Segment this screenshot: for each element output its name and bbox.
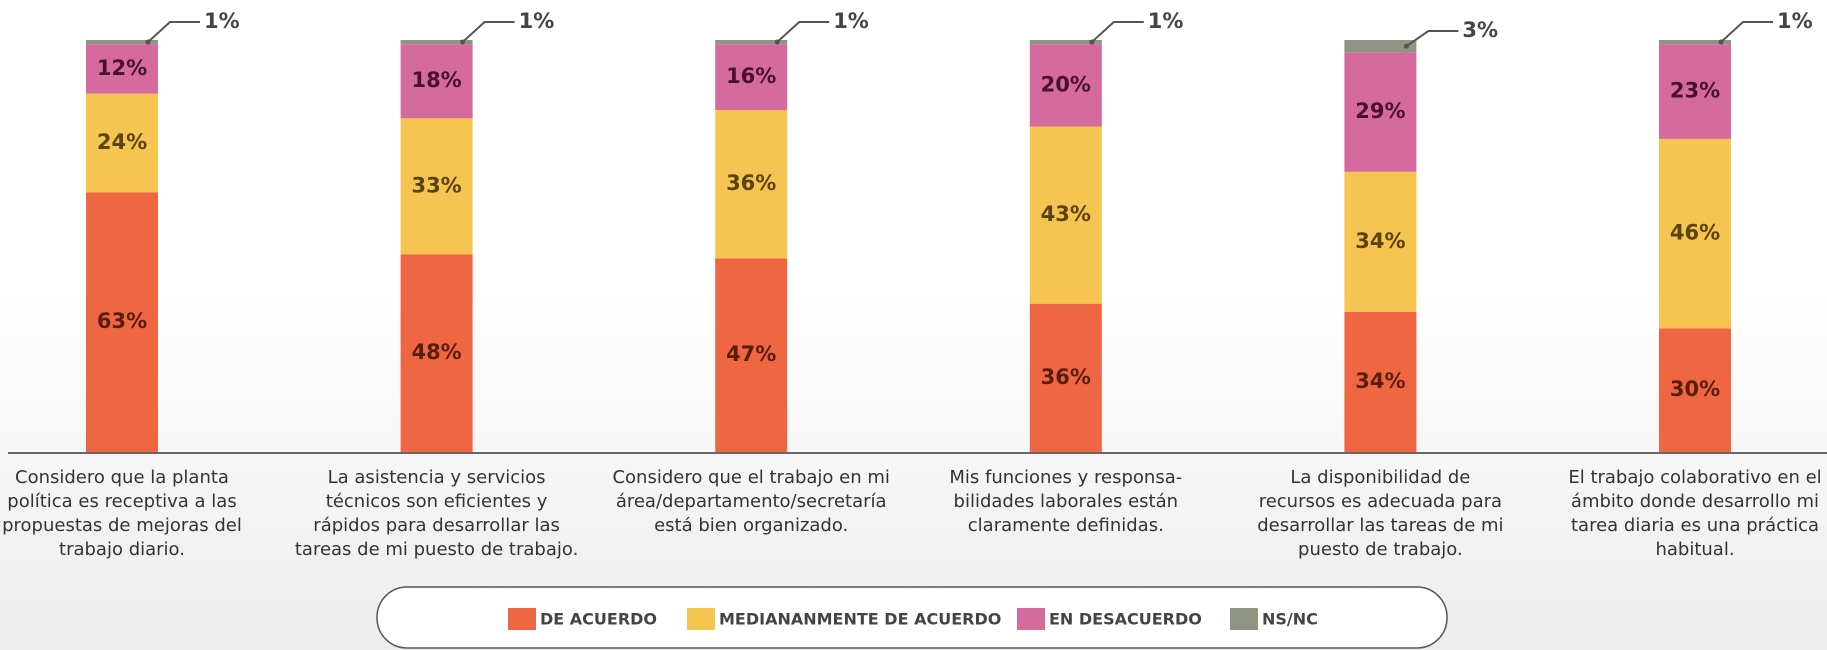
- data-label: 34%: [1355, 369, 1405, 393]
- legend-swatch: [1017, 608, 1045, 630]
- bar-segment: [86, 93, 158, 193]
- data-label: 23%: [1670, 79, 1720, 103]
- data-label: 33%: [411, 173, 461, 197]
- legend-frame: [376, 586, 1448, 649]
- leader-line: [1720, 21, 1773, 43]
- data-label: 34%: [1355, 229, 1405, 253]
- bar-segment: [715, 258, 788, 452]
- bar-segment: [1344, 171, 1417, 312]
- bar-segment: [1344, 311, 1417, 452]
- leader-line: [776, 21, 830, 43]
- bar-segment: [1659, 328, 1731, 452]
- bar-segment: [86, 44, 158, 94]
- data-label: 47%: [726, 342, 776, 366]
- data-label: 1%: [1148, 9, 1184, 33]
- bar-segment: [715, 44, 788, 111]
- category-label: La disponibilidad de recursos es adecuad…: [1257, 467, 1504, 560]
- bar-segment: [1344, 40, 1417, 53]
- category-label: La asistencia y servicios técnicos son e…: [294, 467, 579, 560]
- data-label: 3%: [1462, 18, 1498, 42]
- bar-segment: [715, 110, 788, 259]
- bar-segment: [1659, 44, 1731, 139]
- bar-segment: [400, 254, 473, 452]
- data-label: 63%: [97, 309, 147, 333]
- data-label: 29%: [1355, 99, 1405, 123]
- category-label: Mis funciones y responsa- bilidades labo…: [949, 467, 1183, 536]
- leader-line: [461, 21, 515, 43]
- data-label: 18%: [411, 68, 461, 92]
- data-label: 1%: [519, 9, 555, 33]
- leader-line: [147, 21, 200, 43]
- category-label: Considero que el trabajo en mi área/depa…: [612, 467, 890, 536]
- data-label: 1%: [1777, 9, 1813, 33]
- bar-segment: [86, 40, 158, 45]
- data-label: 20%: [1041, 72, 1091, 96]
- data-label: 16%: [726, 64, 776, 88]
- data-label: 30%: [1670, 377, 1720, 401]
- bar-segment: [1029, 44, 1102, 127]
- bar-segment: [1659, 40, 1731, 45]
- category-label: Considero que la planta política es rece…: [2, 467, 242, 560]
- data-label: 46%: [1670, 221, 1720, 245]
- legend-label: MEDIANANMENTE DE ACUERDO: [719, 610, 1001, 629]
- legend-label: DE ACUERDO: [540, 610, 657, 629]
- legend-swatch: [1230, 608, 1258, 630]
- data-label: 48%: [411, 340, 461, 364]
- bar-segment: [1029, 126, 1102, 304]
- category-label: El trabajo colaborativo en el ámbito don…: [1568, 467, 1822, 560]
- legend-label: EN DESACUERDO: [1049, 610, 1202, 629]
- data-label: 24%: [97, 130, 147, 154]
- data-label: 1%: [204, 9, 240, 33]
- data-label: 43%: [1041, 202, 1091, 226]
- leader-line: [1091, 21, 1144, 43]
- legend-swatch: [508, 608, 536, 630]
- legend-swatch: [687, 608, 715, 630]
- bar-segment: [400, 44, 473, 119]
- bar-segment: [400, 118, 473, 255]
- data-label: 36%: [1041, 365, 1091, 389]
- bar-segment: [400, 40, 473, 45]
- bar-segment: [1659, 138, 1731, 329]
- legend-label: NS/NC: [1262, 610, 1318, 629]
- bar-segment: [1344, 52, 1417, 172]
- data-label: 12%: [97, 56, 147, 80]
- data-label: 36%: [726, 171, 776, 195]
- bar-segment: [1029, 303, 1102, 452]
- data-label: 1%: [833, 9, 869, 33]
- bar-segment: [715, 40, 788, 45]
- bar-segment: [1029, 40, 1102, 45]
- leader-line: [1405, 30, 1459, 48]
- bar-segment: [86, 192, 158, 452]
